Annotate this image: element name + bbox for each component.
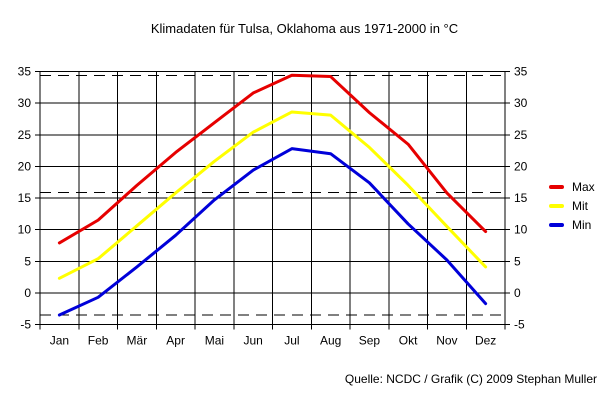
- y-axis-label-right: 10: [514, 223, 528, 237]
- y-axis-label-right: -5: [514, 318, 525, 332]
- x-axis-label: Nov: [436, 334, 457, 348]
- y-axis-label-left: 25: [18, 128, 32, 142]
- y-axis-label-left: 5: [24, 254, 31, 268]
- y-axis-label-right: 25: [514, 128, 528, 142]
- legend-label-mit: Mit: [572, 198, 588, 213]
- x-axis-label: Aug: [320, 334, 341, 348]
- x-axis-label: Feb: [88, 334, 109, 348]
- series-line-min: [57, 147, 488, 317]
- y-axis-label-left: 35: [18, 65, 32, 79]
- x-axis-label: Mai: [205, 334, 224, 348]
- mit-series-swatch: [549, 203, 564, 208]
- x-axis-label: Jan: [50, 334, 69, 348]
- x-axis-label: Apr: [166, 334, 185, 348]
- y-axis-label-left: 15: [18, 191, 32, 205]
- y-axis-label-left: 30: [18, 96, 32, 110]
- y-axis-label-right: 20: [514, 159, 528, 173]
- source-credit: Quelle: NCDC / Grafik (C) 2009 Stephan M…: [344, 372, 597, 386]
- y-axis-label-left: 10: [18, 223, 32, 237]
- y-axis-label-right: 15: [514, 191, 528, 205]
- legend-item-max: Max: [549, 179, 595, 194]
- x-axis-label: Jun: [243, 334, 262, 348]
- x-axis-label: Okt: [399, 334, 418, 348]
- min-series-swatch: [549, 222, 564, 227]
- series-line-max: [57, 73, 488, 245]
- y-axis-label-left: -5: [20, 318, 31, 332]
- y-axis-label-right: 5: [514, 254, 521, 268]
- y-axis-label-left: 20: [18, 159, 32, 173]
- x-axis-label: Mär: [127, 334, 148, 348]
- series-line-mit: [57, 110, 488, 280]
- legend: Max Mit Min: [549, 180, 595, 237]
- max-series-swatch: [549, 184, 564, 189]
- x-axis-label: Dez: [475, 334, 496, 348]
- x-axis-label: Sep: [359, 334, 381, 348]
- legend-item-min: Min: [549, 217, 595, 232]
- y-axis-label-right: 35: [514, 65, 528, 79]
- y-axis-label-right: 0: [514, 286, 521, 300]
- y-axis-label-left: 0: [24, 286, 31, 300]
- legend-label-min: Min: [572, 217, 592, 232]
- x-axis-label: Jul: [284, 334, 299, 348]
- legend-item-mit: Mit: [549, 198, 595, 213]
- y-axis-label-right: 30: [514, 96, 528, 110]
- chart-title: Klimadaten für Tulsa, Oklahoma aus 1971-…: [150, 21, 459, 36]
- legend-label-max: Max: [572, 179, 595, 194]
